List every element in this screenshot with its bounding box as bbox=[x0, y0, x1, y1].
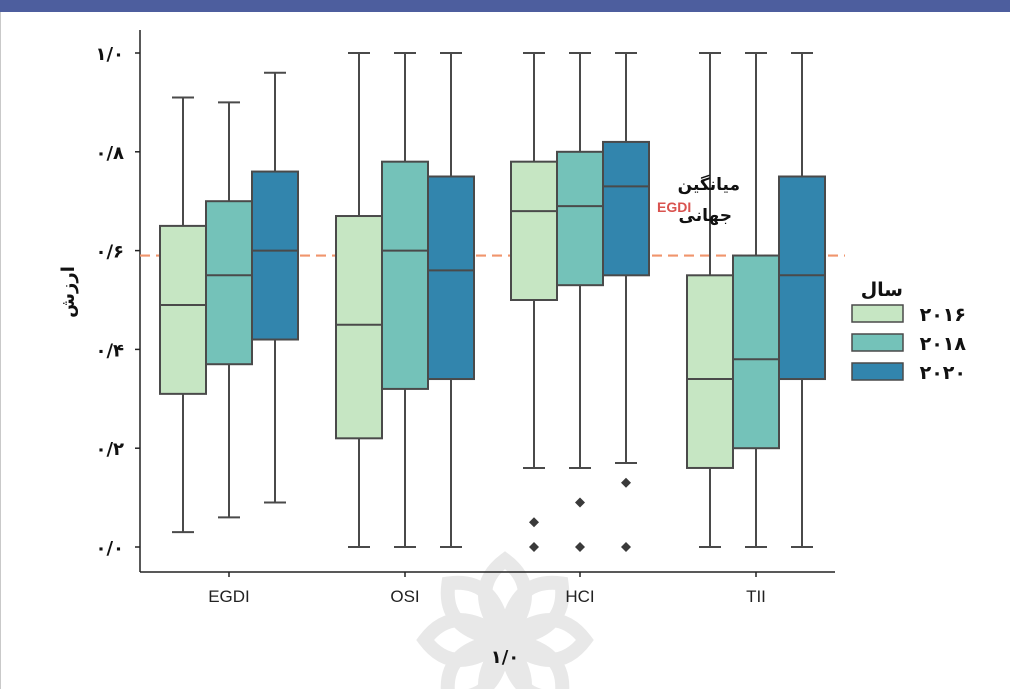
chart-axes bbox=[135, 30, 835, 577]
box-TII-1 bbox=[732, 52, 780, 548]
box-HCI-2 bbox=[602, 52, 650, 552]
box-EGDI-0 bbox=[159, 96, 207, 534]
box-body bbox=[159, 224, 207, 395]
x-category-label: HCI bbox=[565, 587, 594, 606]
y-axis-title: ارزش bbox=[58, 266, 79, 318]
watermark-petal bbox=[478, 628, 532, 689]
annotation-line2: جهانی bbox=[679, 206, 732, 226]
box-HCI-0 bbox=[510, 52, 558, 552]
y-tick-label: ۰/۲ bbox=[95, 439, 124, 460]
watermark-petal bbox=[497, 575, 570, 648]
box-OSI-0 bbox=[335, 52, 383, 548]
legend-swatch bbox=[851, 304, 904, 323]
logo-watermark bbox=[416, 551, 594, 689]
outlier-point bbox=[529, 517, 539, 528]
box-body bbox=[381, 160, 429, 390]
box-OSI-2 bbox=[427, 52, 475, 548]
box-EGDI-2 bbox=[251, 71, 299, 504]
x-category-label: OSI bbox=[390, 587, 419, 606]
y-tick-label: ۰/۴ bbox=[95, 340, 124, 361]
box-body bbox=[335, 215, 383, 440]
outlier-point bbox=[621, 542, 631, 552]
x-category-label: TII bbox=[746, 587, 766, 606]
box-EGDI-1 bbox=[205, 101, 253, 519]
annotation-line1: میانگین bbox=[678, 174, 740, 195]
top-banner bbox=[0, 0, 1010, 12]
legend-label: ۲۰۱۶ bbox=[920, 304, 966, 326]
box-body bbox=[732, 254, 780, 450]
legend-swatch bbox=[851, 362, 904, 381]
x-category-labels: EGDI OSI HCI TII bbox=[208, 587, 766, 606]
legend-swatch bbox=[851, 333, 904, 352]
y-tick-label: ۰/۸ bbox=[95, 143, 124, 164]
x-axis-title: ۱/۰ bbox=[491, 647, 520, 668]
box-body bbox=[686, 274, 734, 469]
watermark-petal bbox=[478, 551, 532, 652]
box-body bbox=[427, 175, 475, 381]
watermark-petal bbox=[416, 613, 517, 667]
outlier-point bbox=[575, 497, 585, 508]
watermark-petal bbox=[493, 613, 594, 667]
box-TII-0 bbox=[686, 52, 734, 548]
outlier-point bbox=[529, 542, 539, 552]
box-OSI-1 bbox=[381, 52, 429, 548]
box-body bbox=[205, 200, 253, 366]
watermark-petal bbox=[440, 632, 513, 689]
legend: سال ۲۰۱۶ ۲۰۱۸ ۲۰۲۰ bbox=[851, 279, 967, 384]
y-tick-label: ۰/۰ bbox=[95, 538, 124, 559]
annotation-egdi: EGDI bbox=[657, 199, 691, 215]
legend-label: ۲۰۱۸ bbox=[920, 333, 967, 355]
legend-label: ۲۰۲۰ bbox=[920, 362, 966, 384]
box-layer bbox=[159, 52, 826, 552]
watermark-petal bbox=[497, 632, 570, 689]
box-body bbox=[602, 140, 650, 277]
legend-title: سال bbox=[861, 279, 903, 301]
box-body bbox=[778, 175, 826, 381]
box-body bbox=[251, 170, 299, 341]
box-TII-2 bbox=[778, 52, 826, 548]
box-body bbox=[510, 160, 558, 301]
x-category-label: EGDI bbox=[208, 587, 250, 606]
box-HCI-1 bbox=[556, 52, 604, 552]
y-tick-label: ۱/۰ bbox=[95, 44, 124, 65]
y-tick-labels: ۰/۰ ۰/۲ ۰/۴ ۰/۶ ۰/۸ ۱/۰ bbox=[95, 44, 124, 559]
page-left-border bbox=[0, 12, 1, 689]
global-average-annotation: میانگین جهانی EGDI bbox=[657, 174, 740, 226]
box-body bbox=[556, 150, 604, 287]
outlier-point bbox=[621, 477, 631, 488]
y-tick-label: ۰/۶ bbox=[95, 242, 124, 263]
outlier-point bbox=[575, 542, 585, 552]
watermark-petal bbox=[440, 575, 513, 648]
